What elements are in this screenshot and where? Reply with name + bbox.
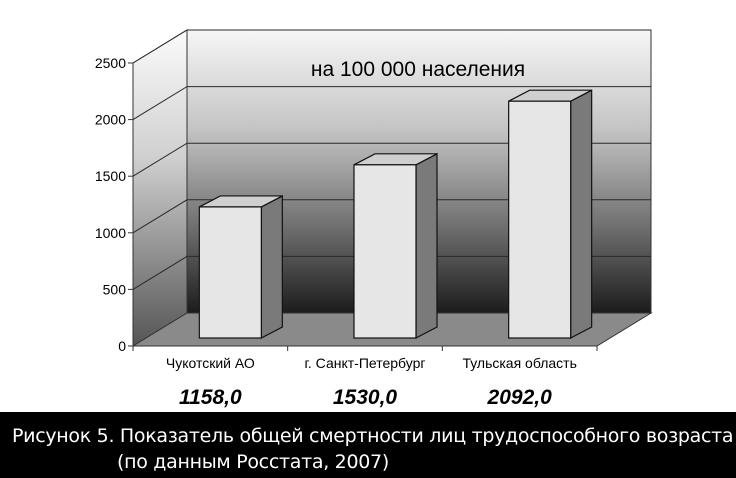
gridlines [132,29,651,290]
figure-caption: Рисунок 5. Показатель общей смертности л… [0,412,736,478]
gridline [132,142,651,177]
y-tick-label: 1000 [95,225,126,241]
x-axis: Чукотский АО г. Санкт-Петербург Тульская о… [132,345,598,371]
y-tick-label: 500 [103,281,127,297]
caption-line-1: Рисунок 5. Показатель общей смертности л… [12,425,734,447]
chart-title: на 100 000 населения [311,58,525,81]
gridline [132,199,651,234]
bar-front [508,100,572,339]
data-label: 1530,0 [333,386,398,409]
data-label: 1158,0 [179,386,242,409]
x-tick-label: Тульская область [462,355,576,371]
y-tick-label: 0 [118,338,126,354]
bar [353,152,438,339]
gridline [132,29,651,64]
bar-front [353,164,417,339]
y-tick-label: 2500 [95,55,126,71]
gridline [132,86,651,121]
side-wall [132,29,188,347]
bar-side [260,194,283,339]
value-labels: 1158,0 1530,0 2092,0 [179,386,552,409]
y-axis: 0 500 1000 1500 2000 2500 [95,55,134,354]
x-tick-label: Чукотский АО [166,355,255,371]
bar-side [570,89,593,339]
bar [508,89,593,339]
x-tick-label: г. Санкт-Петербург [305,355,426,371]
y-tick-label: 1500 [95,168,126,184]
bar-front [198,206,262,339]
caption-line-2: (по данным Росстата, 2007) [117,451,389,473]
data-label: 2092,0 [487,386,553,409]
bar-side [415,152,438,339]
gridline [132,255,651,290]
y-tick-label: 2000 [95,112,126,128]
bar [198,194,283,339]
bars [198,89,593,339]
bar-chart: 0 500 1000 1500 2000 2500 Чукотский АО г. Санк… [95,29,653,409]
